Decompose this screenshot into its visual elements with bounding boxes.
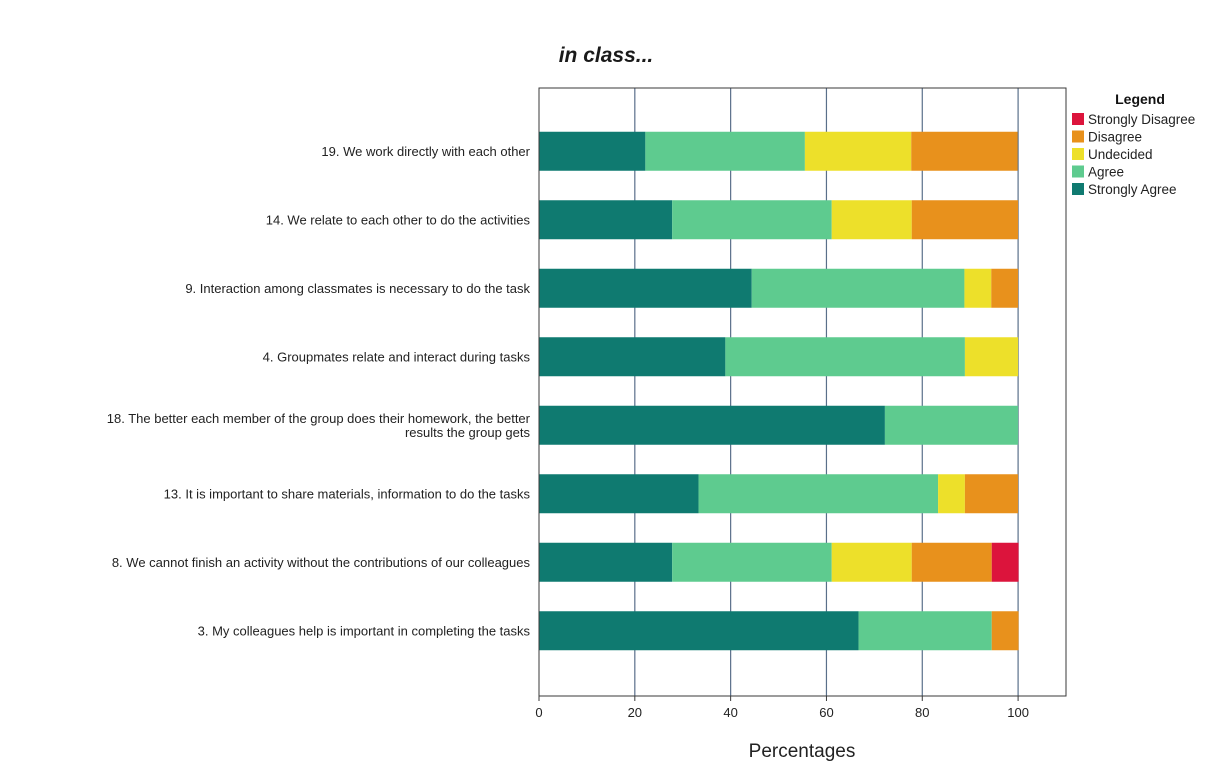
legend-label-strongly-disagree: Strongly Disagree xyxy=(1088,112,1195,127)
bar-strongly-agree-4 xyxy=(539,405,885,445)
bar-group xyxy=(539,131,1019,651)
bar-strongly-agree-6 xyxy=(539,542,673,582)
category-label-6: 8. We cannot finish an activity without … xyxy=(112,555,531,570)
legend-title: Legend xyxy=(1115,91,1165,107)
bar-agree-7 xyxy=(858,611,992,651)
bar-undecided-2 xyxy=(964,268,992,308)
plot-frame xyxy=(538,87,1067,697)
bar-agree-4 xyxy=(884,405,1019,445)
category-label-2: 9. Interaction among classmates is neces… xyxy=(185,281,530,296)
bar-disagree-0 xyxy=(911,131,1018,171)
x-tick-label-20: 20 xyxy=(628,705,642,720)
legend-label-agree: Agree xyxy=(1088,165,1124,180)
chart-title: in class... xyxy=(559,44,654,67)
bar-disagree-1 xyxy=(911,200,1019,240)
x-tick-label-100: 100 xyxy=(1007,705,1029,720)
x-tick-label-0: 0 xyxy=(535,705,542,720)
bar-strongly-agree-5 xyxy=(539,474,699,514)
legend-swatch-undecided xyxy=(1072,148,1084,160)
bar-disagree-2 xyxy=(991,268,1019,308)
x-tick-label-80: 80 xyxy=(915,705,929,720)
bar-agree-5 xyxy=(698,474,939,514)
bar-undecided-3 xyxy=(964,337,1019,377)
bar-disagree-7 xyxy=(991,611,1019,651)
bar-agree-6 xyxy=(672,542,832,582)
bar-agree-0 xyxy=(645,131,805,171)
x-axis-label: Percentages xyxy=(749,741,856,762)
bar-disagree-5 xyxy=(964,474,1019,514)
category-labels: 19. We work directly with each other 14. … xyxy=(107,144,531,639)
bar-agree-2 xyxy=(751,268,965,308)
bar-strongly-disagree-6 xyxy=(991,542,1019,582)
category-label-4-line-0: 18. The better each member of the group … xyxy=(107,411,531,426)
category-label-7: 3. My colleagues help is important in co… xyxy=(198,623,531,638)
x-axis-ticks: 0 20 40 60 80 100 xyxy=(535,696,1029,720)
legend-swatch-strongly-agree xyxy=(1072,183,1084,195)
bar-undecided-6 xyxy=(831,542,912,582)
category-label-5: 13. It is important to share materials, … xyxy=(164,486,531,501)
legend-label-strongly-agree: Strongly Agree xyxy=(1088,182,1177,197)
bar-undecided-5 xyxy=(938,474,965,514)
bar-undecided-1 xyxy=(831,200,912,240)
category-label-0: 19. We work directly with each other xyxy=(321,144,530,159)
grid-lines xyxy=(634,88,1019,696)
bar-strongly-agree-1 xyxy=(539,200,673,240)
bar-agree-1 xyxy=(672,200,832,240)
category-label-3: 4. Groupmates relate and interact during… xyxy=(263,349,531,364)
bar-strongly-agree-3 xyxy=(539,337,726,377)
bar-disagree-6 xyxy=(911,542,992,582)
x-tick-label-40: 40 xyxy=(723,705,737,720)
legend-label-undecided: Undecided xyxy=(1088,147,1153,162)
legend-swatch-disagree xyxy=(1072,130,1084,143)
x-tick-label-60: 60 xyxy=(819,705,833,720)
legend-swatch-strongly-disagree xyxy=(1072,113,1084,125)
category-label-4-line-1: results the group gets xyxy=(405,425,531,440)
category-label-1: 14. We relate to each other to do the ac… xyxy=(266,212,531,227)
bar-strongly-agree-7 xyxy=(539,611,859,651)
legend-label-disagree: Disagree xyxy=(1088,130,1142,145)
legend-swatch-agree xyxy=(1072,165,1084,178)
bar-strongly-agree-0 xyxy=(539,131,646,171)
bar-strongly-agree-2 xyxy=(539,268,752,308)
bar-undecided-0 xyxy=(804,131,912,171)
legend: Legend Strongly Disagree Disagree Undecide… xyxy=(1072,91,1195,197)
bar-agree-3 xyxy=(725,337,965,377)
